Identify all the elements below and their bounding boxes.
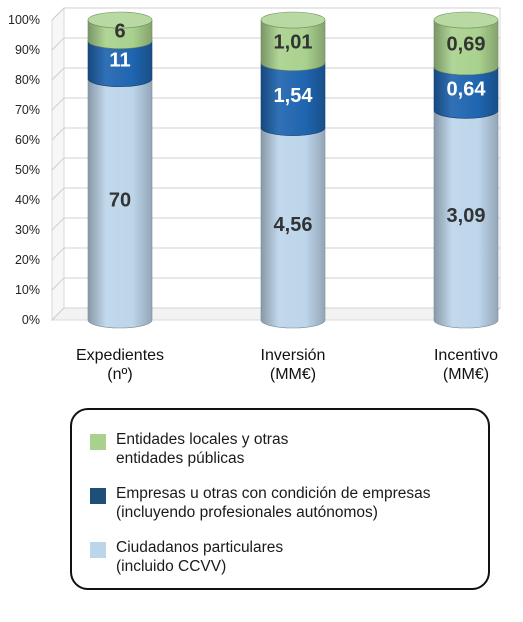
y-tick-label: 40% [15, 193, 40, 207]
legend-item-citizens: Ciudadanos particulares (incluido CCVV) [90, 538, 283, 576]
legend-swatch-companies [90, 488, 106, 504]
x-category-label: Inversión [261, 347, 326, 364]
bars: 70 11 6 4,56 1,54 1,01 3,09 0,64 0,69 [87, 11, 499, 329]
y-tick-label: 50% [15, 163, 40, 177]
gridline [51, 277, 500, 291]
legend-item-public-entities: Entidades locales y otras entidades públ… [90, 430, 288, 468]
gridline [51, 217, 500, 231]
y-tick-label: 30% [15, 223, 40, 237]
bar-0: 70 11 6 [87, 11, 153, 329]
data-label: 0,64 [447, 79, 487, 101]
legend-label-citizens: Ciudadanos particulares (incluido CCVV) [116, 539, 284, 575]
y-tick-label: 80% [15, 73, 40, 87]
legend-label-public-entities: Entidades locales y otras entidades públ… [116, 431, 289, 467]
x-category-unit: (MM€) [443, 366, 489, 383]
gridline [51, 157, 500, 171]
x-category-label: Incentivo [434, 347, 498, 364]
bar-top-cap [433, 11, 499, 29]
x-category-label: Expedientes [76, 347, 164, 364]
bar-top-cap [87, 11, 153, 29]
bar-top-cap [260, 11, 326, 29]
data-label: 0,69 [447, 33, 486, 55]
data-label: 11 [109, 50, 130, 72]
y-axis-tick-labels: 0% 10% 20% 30% 40% 50% 60% 70% 80% 90% 100% [8, 13, 40, 327]
data-label: 70 [109, 189, 131, 211]
gridline [51, 7, 500, 21]
y-tick-label: 70% [15, 103, 40, 117]
x-axis-labels: Expedientes (nº) Inversión (MM€) Incentivo (M… [76, 347, 498, 383]
legend-swatch-public-entities [90, 434, 106, 450]
gridline [51, 37, 500, 51]
gridline [51, 127, 500, 141]
y-tick-label: 60% [15, 133, 40, 147]
gridline [51, 187, 500, 201]
y-tick-label: 0% [22, 313, 40, 327]
x-category-unit: (MM€) [270, 366, 316, 383]
data-label: 3,09 [447, 205, 486, 227]
y-tick-label: 90% [15, 43, 40, 57]
x-category-unit: (nº) [107, 366, 132, 383]
gridline [51, 247, 500, 261]
data-label: 4,56 [274, 214, 313, 236]
gridline [51, 307, 500, 321]
legend: Entidades locales y otras entidades públ… [70, 408, 490, 590]
data-label: 1,01 [274, 31, 313, 53]
data-label: 6 [114, 20, 125, 42]
gridline [51, 97, 500, 111]
bar-2: 3,09 0,64 0,69 [433, 11, 499, 329]
y-tick-label: 10% [15, 283, 40, 297]
y-tick-label: 20% [15, 253, 40, 267]
bar-1: 4,56 1,54 1,01 [260, 11, 326, 329]
legend-label-companies: Empresas u otras con condición de empres… [116, 485, 431, 521]
gridline [51, 67, 500, 81]
legend-item-companies: Empresas u otras con condición de empres… [90, 484, 430, 522]
y-tick-label: 100% [8, 13, 40, 27]
legend-swatch-citizens [90, 542, 106, 558]
data-label: 1,54 [274, 85, 314, 107]
